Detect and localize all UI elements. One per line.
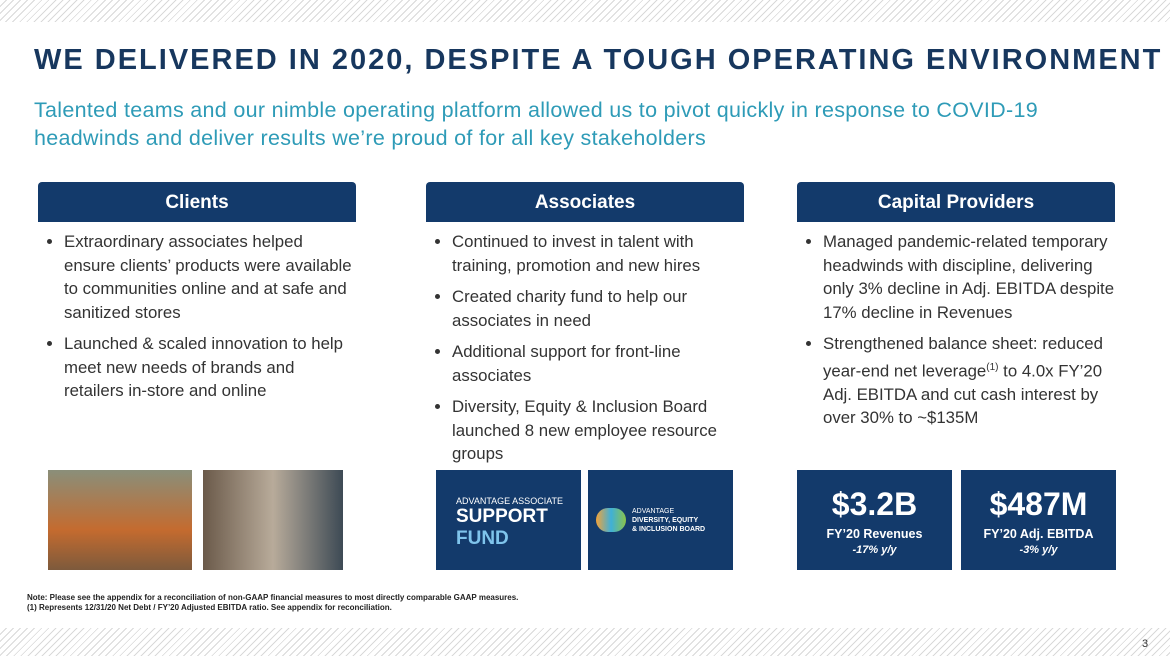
bullet: Managed pandemic-related temporary headw… <box>823 230 1115 324</box>
bullet-list: Continued to invest in talent with train… <box>426 230 744 466</box>
logo-icon <box>596 508 626 532</box>
metric-label: FY’20 Adj. EBITDA <box>983 527 1094 541</box>
column-heading: Capital Providers <box>797 182 1115 222</box>
metric-card: $487M FY’20 Adj. EBITDA -3% y/y <box>961 470 1116 570</box>
metric-change: -3% y/y <box>1019 544 1058 556</box>
footnote: (1) Represents 12/31/20 Net Debt / FY’20… <box>27 603 392 612</box>
metric-label: FY’20 Revenues <box>826 527 923 541</box>
metric-value: $487M <box>989 486 1088 522</box>
bullet-list: Managed pandemic-related temporary headw… <box>797 230 1115 430</box>
hatch-top <box>0 0 1170 22</box>
logo-block: ADVANTAGE DIVERSITY, EQUITY & INCLUSION … <box>632 507 705 534</box>
bullet: Additional support for front-line associ… <box>452 340 744 387</box>
logo-text: & INCLUSION BOARD <box>632 526 706 533</box>
logo-text: ADVANTAGE <box>632 508 675 515</box>
metric-value: $3.2B <box>831 486 918 522</box>
bullet: Diversity, Equity & Inclusion Board laun… <box>452 395 744 466</box>
bullet-text: to 4.0x FY’20 Adj. EBITDA and cut cash i… <box>823 361 1103 428</box>
logo-text: ADVANTAGE ASSOCIATE <box>456 496 564 506</box>
photo <box>203 470 343 570</box>
logo-text: FUND <box>456 528 509 549</box>
footnote: Note: Please see the appendix for a reco… <box>27 593 519 602</box>
bullet-list: Extraordinary associates helped ensure c… <box>38 230 356 403</box>
column: Capital Providers Managed pandemic-relat… <box>797 182 1115 438</box>
column-heading: Clients <box>38 182 356 222</box>
logo: ADVANTAGE DIVERSITY, EQUITY & INCLUSION … <box>588 470 733 570</box>
column: Associates Continued to invest in talent… <box>426 182 744 474</box>
photo <box>48 470 192 570</box>
metric-change: -17% y/y <box>852 544 897 556</box>
bullet: Extraordinary associates helped ensure c… <box>64 230 356 324</box>
logo-text: SUPPORT <box>456 506 548 527</box>
metric-card: $3.2B FY’20 Revenues -17% y/y <box>797 470 952 570</box>
bullet-text: Strengthened balance sheet: reduced year… <box>823 334 1103 381</box>
footnote-ref: (1) <box>986 361 999 373</box>
page-number: 3 <box>1142 638 1149 650</box>
logo-text: DIVERSITY, EQUITY <box>632 517 699 524</box>
bullet: Continued to invest in talent with train… <box>452 230 744 277</box>
bullet: Launched & scaled innovation to help mee… <box>64 332 356 403</box>
hatch-bottom <box>0 628 1170 656</box>
bullet: Created charity fund to help our associa… <box>452 285 744 332</box>
title: WE DELIVERED IN 2020, DESPITE A TOUGH OP… <box>34 44 1163 76</box>
bullet: Strengthened balance sheet: reduced year… <box>823 332 1115 430</box>
column-heading: Associates <box>426 182 744 222</box>
column: Clients Extraordinary associates helped … <box>38 182 356 411</box>
subtitle: Talented teams and our nimble operating … <box>34 98 1038 150</box>
logo: ADVANTAGE ASSOCIATE SUPPORT FUND <box>436 470 581 570</box>
